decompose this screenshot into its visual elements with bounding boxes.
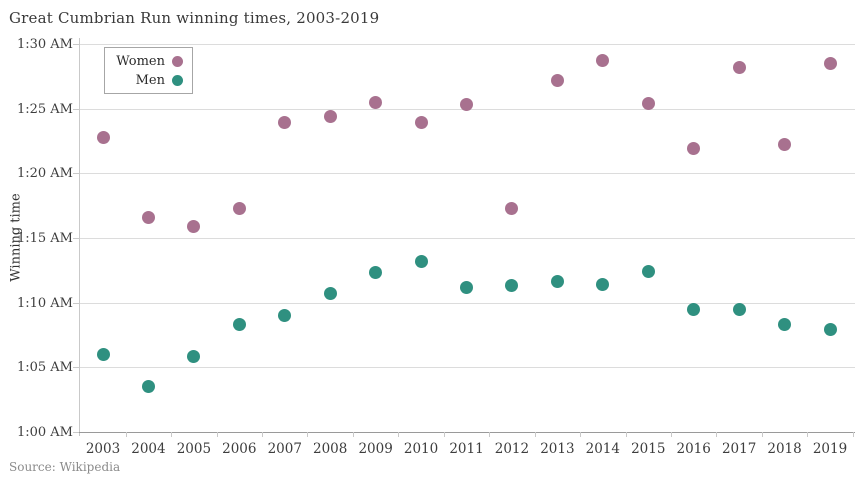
y-axis-line — [79, 38, 80, 436]
x-axis-tick — [398, 432, 400, 437]
women-series-dot-icon — [172, 55, 183, 67]
gridline — [79, 173, 855, 175]
gridline — [79, 44, 855, 45]
x-tick-label: 2003 — [85, 441, 121, 457]
y-axis-tick — [73, 44, 79, 45]
y-axis-tick — [73, 173, 79, 175]
x-axis-tick — [852, 432, 854, 437]
y-tick-label: 1:15 AM — [16, 231, 73, 246]
x-tick-label: 2004 — [131, 441, 166, 457]
x-axis-tick — [352, 432, 354, 437]
x-tick-label: 2012 — [494, 441, 530, 457]
x-tick-label: 2011 — [449, 441, 484, 457]
y-axis-tick — [73, 302, 79, 304]
x-axis-line — [79, 432, 855, 433]
x-tick-label: 2008 — [313, 441, 348, 457]
data-point-women-2019 — [823, 56, 837, 70]
men-series-dot-icon — [172, 74, 183, 86]
y-axis-tick — [73, 108, 79, 110]
x-axis-tick — [716, 432, 718, 437]
y-tick-label: 1:00 AM — [16, 425, 73, 440]
data-point-men-2004 — [141, 380, 155, 394]
x-tick-label: 2016 — [676, 441, 711, 457]
data-point-women-2005 — [187, 219, 201, 233]
x-axis-tick — [171, 432, 173, 437]
legend-label-women: Women — [116, 53, 165, 69]
y-tick-label: 1:25 AM — [16, 101, 73, 117]
data-point-men-2010 — [414, 254, 428, 268]
data-point-men-2009 — [369, 266, 383, 280]
y-tick-label: 1:10 AM — [16, 295, 73, 311]
data-point-men-2018 — [778, 318, 792, 332]
gridline — [79, 302, 855, 304]
x-axis-tick — [807, 432, 809, 437]
data-point-men-2016 — [687, 302, 701, 316]
source-credit: Source: Wikipedia — [9, 460, 121, 474]
x-tick-label: 2019 — [812, 441, 848, 457]
data-point-women-2011 — [460, 98, 473, 112]
data-point-men-2012 — [505, 279, 519, 293]
data-point-women-2015 — [641, 96, 655, 110]
data-point-women-2006 — [232, 201, 246, 215]
legend: Women Men — [104, 47, 193, 94]
x-axis-tick — [307, 432, 309, 437]
y-axis-tick — [73, 367, 79, 369]
x-axis-tick — [443, 432, 445, 437]
data-point-women-2004 — [141, 210, 155, 224]
legend-item-women: Women — [105, 54, 192, 69]
x-axis-tick — [125, 432, 127, 437]
y-tick-label: 1:20 AM — [16, 166, 73, 182]
data-point-women-2003 — [96, 130, 110, 144]
data-point-men-2011 — [460, 280, 473, 294]
x-tick-label: 2009 — [358, 441, 393, 457]
legend-item-men: Men — [105, 73, 192, 88]
legend-label-men: Men — [135, 72, 165, 88]
data-point-women-2018 — [778, 138, 792, 152]
data-point-men-2015 — [641, 265, 655, 279]
data-point-women-2008 — [323, 109, 337, 123]
data-point-women-2009 — [369, 95, 383, 109]
data-point-men-2017 — [732, 302, 746, 316]
x-tick-label: 2018 — [767, 441, 802, 457]
chart-title: Great Cumbrian Run winning times, 2003-2… — [9, 9, 380, 27]
x-axis-tick — [670, 432, 672, 437]
data-point-women-2007 — [278, 116, 292, 130]
data-point-men-2019 — [823, 323, 837, 337]
data-point-women-2012 — [505, 201, 519, 215]
data-point-men-2006 — [232, 318, 246, 332]
data-point-men-2005 — [187, 350, 201, 364]
x-tick-label: 2006 — [222, 441, 257, 457]
y-axis-tick — [73, 238, 79, 239]
data-point-women-2014 — [596, 54, 610, 68]
x-axis-tick — [580, 432, 582, 437]
x-tick-label: 2014 — [585, 441, 620, 457]
gridline — [79, 238, 855, 239]
data-point-men-2007 — [278, 309, 292, 323]
data-point-women-2016 — [687, 142, 701, 156]
x-axis-tick — [216, 432, 218, 437]
y-axis-tick — [73, 432, 79, 433]
x-tick-label: 2013 — [540, 441, 575, 457]
data-point-men-2008 — [323, 287, 337, 301]
x-tick-label: 2010 — [403, 441, 439, 457]
x-tick-label: 2007 — [267, 441, 302, 457]
x-axis-tick — [262, 432, 264, 437]
data-point-women-2013 — [550, 73, 564, 87]
x-tick-label: 2005 — [176, 441, 212, 457]
data-point-men-2013 — [550, 275, 564, 289]
gridline — [79, 367, 855, 369]
data-point-men-2014 — [596, 278, 610, 292]
data-point-women-2010 — [414, 116, 428, 130]
x-tick-label: 2017 — [721, 441, 757, 457]
data-point-men-2003 — [96, 347, 110, 361]
y-tick-label: 1:05 AM — [16, 360, 73, 376]
y-tick-label: 1:30 AM — [16, 37, 73, 52]
x-axis-tick — [534, 432, 536, 437]
x-tick-label: 2015 — [631, 441, 666, 457]
x-axis-tick — [761, 432, 763, 437]
x-axis-tick — [489, 432, 491, 437]
data-point-women-2017 — [732, 60, 746, 74]
x-axis-tick — [625, 432, 627, 437]
